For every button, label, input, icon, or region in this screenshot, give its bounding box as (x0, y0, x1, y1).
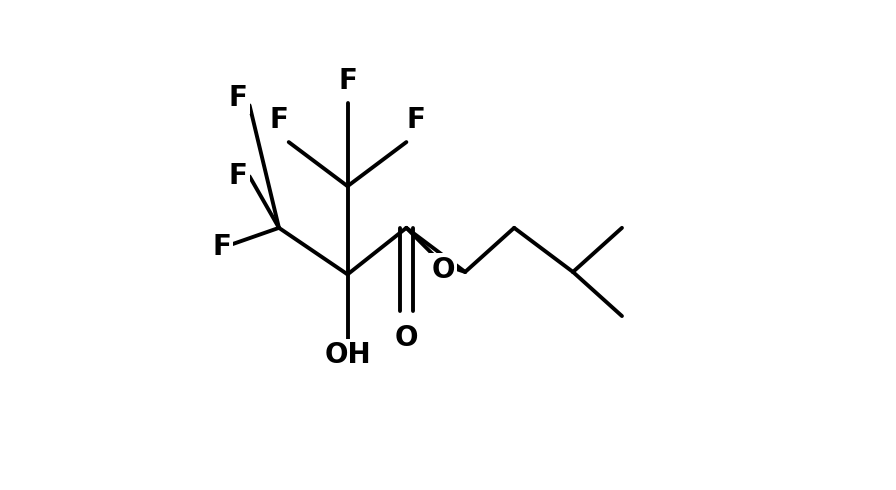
Text: F: F (228, 162, 247, 191)
Text: F: F (228, 84, 247, 112)
Text: F: F (270, 106, 289, 134)
Text: F: F (407, 106, 426, 134)
Text: OH: OH (324, 341, 371, 369)
Text: F: F (212, 233, 231, 262)
Text: O: O (394, 324, 418, 352)
Text: F: F (338, 67, 357, 95)
Text: O: O (431, 255, 455, 284)
